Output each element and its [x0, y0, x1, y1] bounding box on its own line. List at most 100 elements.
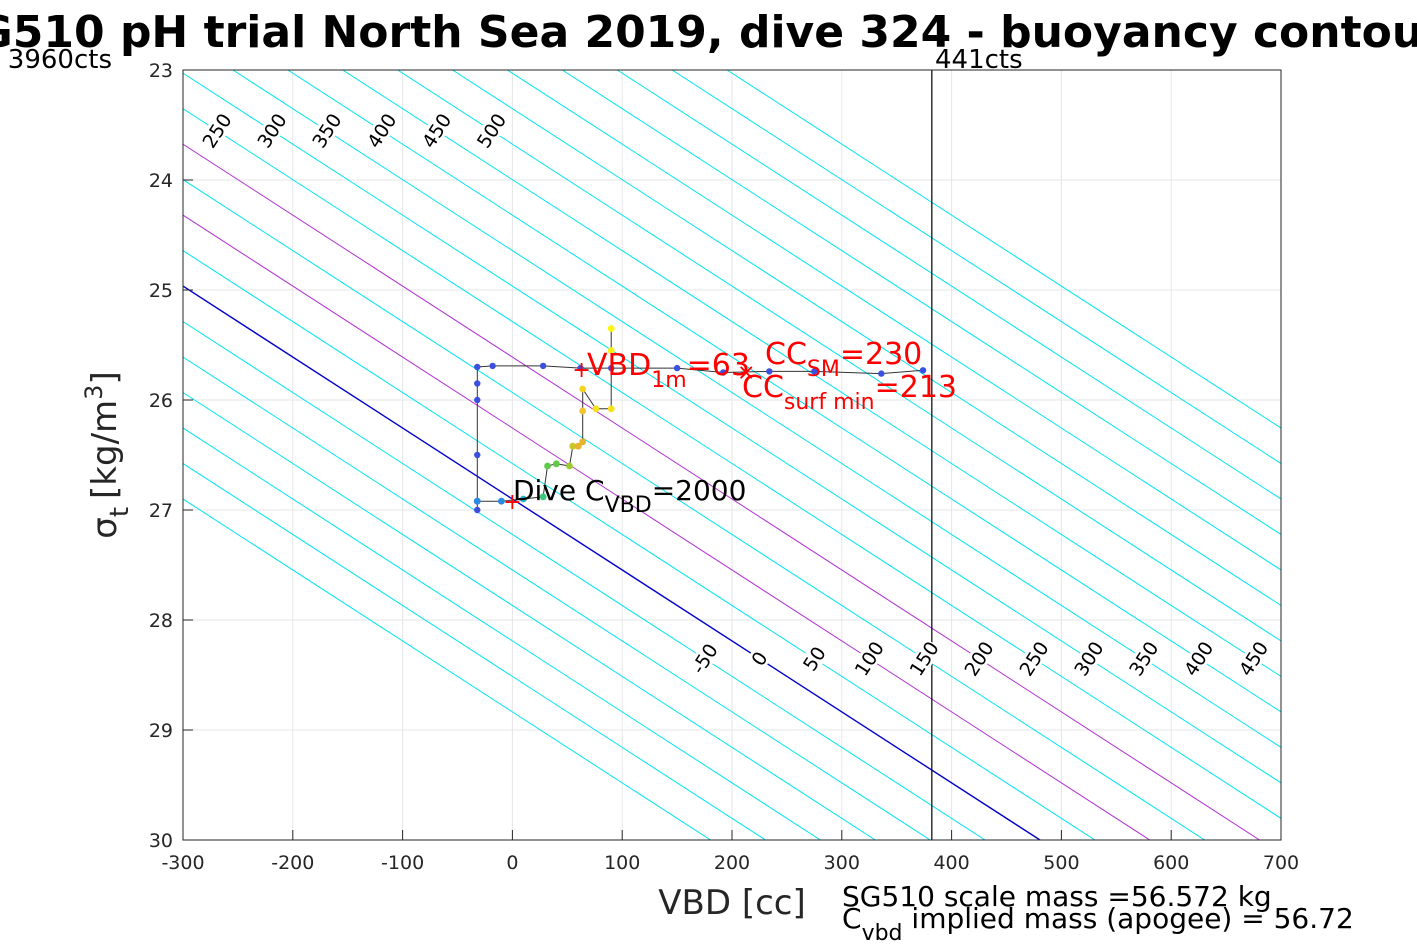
contour-label-bg [850, 637, 888, 680]
ccsm-annotation: CCSM=230 [765, 337, 922, 382]
dive-cvbd-sub: VBD [605, 493, 652, 518]
contour-label-bg [308, 109, 345, 152]
buoyancy-contours [183, 70, 1281, 840]
left-cts-label: 3960cts [8, 45, 112, 75]
contour-label-bg [198, 109, 235, 152]
contour-label-bg [473, 109, 510, 152]
dive-point [673, 364, 681, 372]
dive-point [474, 363, 481, 371]
y-tick-label: 25 [149, 280, 173, 302]
contour-line [616, 70, 1281, 500]
contour-label-bg [1015, 637, 1052, 680]
ccsurf-main: CC [742, 370, 784, 405]
dive-point [720, 369, 727, 376]
y-tick-label: 30 [149, 830, 173, 852]
contour-line [183, 214, 1151, 840]
x-tick-label: 300 [824, 852, 860, 874]
dive-point [878, 370, 885, 377]
implied-main: C [842, 902, 862, 935]
contour-line [507, 70, 1281, 571]
contour-line [183, 462, 766, 840]
ccsm-sub: SM [807, 357, 840, 382]
contour-line [183, 498, 711, 840]
svg-text:σt[kg/m3]: σt [kg/m3] [80, 371, 135, 538]
contour-line [183, 250, 1096, 840]
x-tick-label: 700 [1263, 852, 1299, 874]
climb-point [569, 442, 577, 450]
dive-point [489, 362, 496, 370]
contour-line [183, 143, 1260, 840]
dive-cvbd-main: Dive C [513, 474, 605, 507]
climb-point [579, 407, 587, 415]
dive-traces [473, 325, 927, 514]
contour-label-bg [1125, 637, 1162, 680]
contour-line [342, 70, 1281, 678]
implied-rest: implied mass (apogee) = 56.72 [903, 902, 1354, 935]
x-tick-label: 500 [1043, 852, 1079, 874]
contour-line [183, 427, 821, 840]
dive-point [474, 451, 481, 459]
implied-sub: vbd [862, 921, 903, 945]
contour-line [183, 179, 1205, 840]
climb-point [566, 462, 573, 470]
ccsurf-value: =213 [875, 370, 957, 405]
contour-line [183, 108, 1281, 819]
x-tick-label: 600 [1153, 852, 1189, 874]
dive-point [474, 506, 481, 514]
red-marker: + [572, 358, 590, 383]
chart-title: SG510 pH trial North Sea 2019, dive 324 … [0, 7, 1417, 58]
dive-point [766, 368, 773, 375]
contour-line [726, 70, 1281, 429]
y-axis-label: σt [kg/m3] [80, 371, 135, 538]
contour-line [183, 391, 876, 840]
y-tick-label: 28 [149, 610, 173, 632]
climb-point [574, 442, 582, 450]
climb-point [473, 497, 481, 505]
right-cts-label: 441cts [935, 45, 1023, 75]
vbd1m-main: VBD [587, 348, 651, 383]
y-tick-label: 26 [149, 390, 173, 412]
vbd1m-sub: 1m [651, 368, 686, 393]
ccsurf-sub: surf min [784, 390, 875, 415]
y-tick-label: 27 [149, 500, 173, 522]
ccsm-main: CC [765, 337, 807, 372]
contour-label-bg [418, 109, 455, 152]
climb-point [579, 385, 587, 393]
climb-point [607, 325, 615, 332]
dive-point [811, 368, 818, 375]
contour-labels: 250 300 350 400 450 500-50 0 50 100 150 200 250 300 3… [199, 110, 1274, 680]
contour-line [232, 70, 1281, 748]
dive-point [539, 362, 547, 370]
dive-point [919, 367, 927, 374]
contour-label-bg [741, 637, 778, 680]
contour-line [562, 70, 1281, 536]
contour-label-bg [1070, 637, 1107, 680]
climb-point [579, 438, 587, 446]
x-tick-label: -100 [381, 852, 424, 874]
x-tick-label: -300 [161, 852, 204, 874]
dive-point [577, 364, 584, 372]
vbd1m-value: =63 [687, 348, 750, 383]
contour-line [183, 72, 1281, 784]
contour-line [183, 356, 931, 840]
contour-label-bg [960, 637, 997, 680]
dive-point [608, 364, 615, 372]
contour-label-bg [253, 109, 290, 152]
y-label-sup: 3 [80, 385, 108, 400]
implied-mass-note: Cvbd implied mass (apogee) = 56.72 [842, 902, 1354, 945]
x-tick-label: -200 [271, 852, 314, 874]
axis-ticks: -300 -200 -100 0 100 200 300 400 500 600 700 23 24 25… [149, 60, 1299, 874]
red-marker: × [737, 360, 755, 385]
y-tick-label: 23 [149, 60, 173, 82]
contour-line [452, 70, 1281, 607]
scale-mass-note: SG510 scale mass =56.572 kg [842, 880, 1272, 913]
contour-line [671, 70, 1281, 465]
climb-point [552, 460, 560, 468]
dive-cvbd-annotation: Dive CVBD=2000 [513, 474, 746, 518]
contour-label-bg [795, 637, 833, 680]
y-label-unit: [kg/m [85, 400, 125, 499]
contour-label-bg [363, 109, 400, 152]
x-tick-label: 400 [933, 852, 969, 874]
markers: + + × [503, 358, 755, 515]
